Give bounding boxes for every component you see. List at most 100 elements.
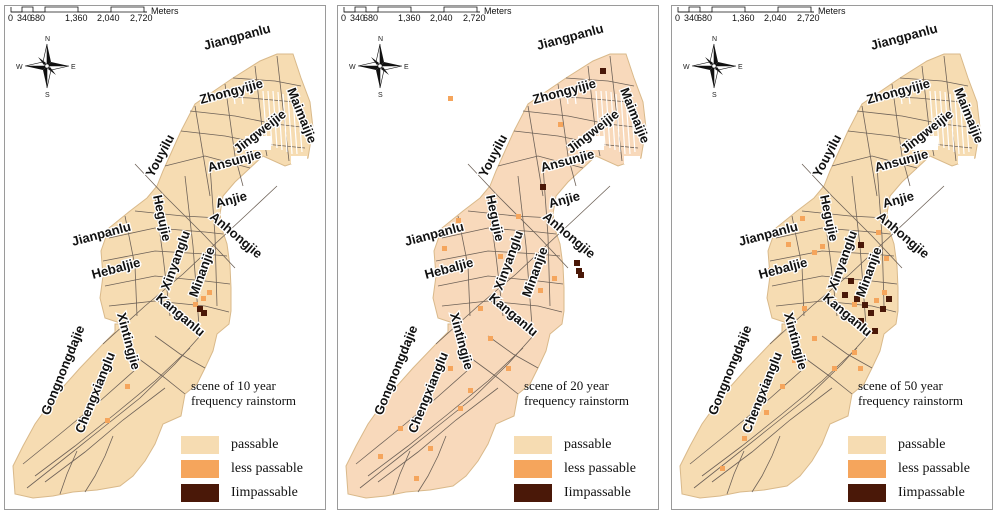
scenario-caption: scene of 20 year frequency rainstorm <box>524 378 629 408</box>
less-passable-cell <box>488 336 493 341</box>
legend-swatch-passable <box>181 435 219 454</box>
legend-row-passable: passable <box>514 434 636 455</box>
less-passable-cell <box>800 216 805 221</box>
less-passable-cell <box>790 264 795 269</box>
legend-row-less-passable: less passable <box>848 458 970 479</box>
less-passable-cell <box>414 476 419 481</box>
impassable-cell <box>872 328 878 334</box>
street-blocks <box>565 87 640 164</box>
legend-row-passable: passable <box>181 434 303 455</box>
legend-row-less-passable: less passable <box>181 458 303 479</box>
impassable-cell <box>858 318 864 324</box>
impassable-cell <box>868 310 874 316</box>
less-passable-cell <box>842 310 847 315</box>
inundation-cells <box>720 216 892 471</box>
impassable-cell <box>886 296 892 302</box>
less-passable-cell <box>428 446 433 451</box>
legend-label-impassable: Iimpassable <box>564 484 631 500</box>
less-passable-cell <box>468 388 473 393</box>
compass-w-label: W <box>683 64 690 71</box>
less-passable-cell <box>786 242 791 247</box>
less-passable-cell <box>125 384 130 389</box>
inundation-cells <box>378 68 606 481</box>
north-arrow-icon: N S E W <box>16 36 76 99</box>
less-passable-cell <box>456 218 461 223</box>
less-passable-cell <box>768 268 773 273</box>
less-passable-cell <box>201 296 206 301</box>
less-passable-cell <box>558 122 563 127</box>
less-passable-cell <box>742 436 747 441</box>
scale-tick-label: 2,720 <box>797 13 820 22</box>
legend-label-impassable: Iimpassable <box>231 484 298 500</box>
less-passable-cell <box>792 358 797 363</box>
impassable-cell <box>201 310 207 316</box>
less-passable-cell <box>876 230 881 235</box>
scale-tick-label: 1,360 <box>65 13 88 22</box>
less-passable-cell <box>720 466 725 471</box>
street-label: Jiangpanlu <box>535 21 605 53</box>
map-svg: N S E W Jiangpanlu Zhongyijie Maimaijie … <box>679 19 988 499</box>
less-passable-cell <box>193 302 198 307</box>
less-passable-cell <box>478 306 483 311</box>
less-passable-cell <box>874 298 879 303</box>
legend-label-impassable: Iimpassable <box>898 484 965 500</box>
scenario-caption: scene of 10 year frequency rainstorm <box>191 378 296 408</box>
scenario-caption-line2: frequency rainstorm <box>858 393 964 408</box>
legend-row-less-passable: less passable <box>514 458 636 479</box>
less-passable-cell <box>538 288 543 293</box>
scale-unit-label: Meters <box>151 6 179 16</box>
less-passable-cell <box>820 244 825 249</box>
scale-tick-label: 2,040 <box>97 13 120 22</box>
legend-label-less-passable: less passable <box>898 460 970 476</box>
legend-swatch-passable <box>848 435 886 454</box>
impassable-cell <box>862 302 868 308</box>
less-passable-cell <box>852 350 857 355</box>
street-blocks <box>232 87 307 164</box>
less-passable-cell <box>832 366 837 371</box>
inundation-cells <box>105 290 212 423</box>
legend: passable less passable Iimpassable <box>848 434 970 506</box>
legend-swatch-less-passable <box>514 459 552 478</box>
less-passable-cell <box>458 406 463 411</box>
legend-swatch-less-passable <box>181 459 219 478</box>
legend-label-passable: passable <box>564 436 612 452</box>
less-passable-cell <box>448 96 453 101</box>
street-label: Jiangpanlu <box>869 21 939 53</box>
compass-s-label: S <box>45 92 50 99</box>
scale-tick-label: 680 <box>30 13 45 22</box>
legend-label-passable: passable <box>898 436 946 452</box>
less-passable-cell <box>552 276 557 281</box>
compass-n-label: N <box>712 36 717 43</box>
less-passable-cell <box>490 220 495 225</box>
less-passable-cell <box>812 336 817 341</box>
legend-label-passable: passable <box>231 436 279 452</box>
less-passable-cell <box>802 306 807 311</box>
scale-bar: 0 340 680 1,360 2,040 2,720 Meters <box>675 6 846 22</box>
less-passable-cell <box>780 384 785 389</box>
scale-tick-label: 0 <box>341 13 346 22</box>
scale-tick-label: 0 <box>8 13 13 22</box>
impassable-cell <box>574 260 580 266</box>
scale-tick-label: 2,720 <box>130 13 153 22</box>
legend: passable less passable Iimpassable <box>514 434 636 506</box>
scale-tick-label: 1,360 <box>398 13 421 22</box>
legend-label-less-passable: less passable <box>564 460 636 476</box>
map-panel-50-year: N S E W Jiangpanlu Zhongyijie Maimaijie … <box>671 5 993 510</box>
scale-tick-label: 2,040 <box>764 13 787 22</box>
scale-tick-label: 340 <box>17 13 32 22</box>
scale-unit-label: Meters <box>484 6 512 16</box>
scale-tick-label: 2,720 <box>463 13 486 22</box>
less-passable-cell <box>882 290 887 295</box>
scale-tick-label: 340 <box>350 13 365 22</box>
scenario-caption-line1: scene of 20 year <box>524 378 609 393</box>
less-passable-cell <box>442 246 447 251</box>
map-panel-10-year: N S E W Jiangpanlu Zhongyijie Maimaijie … <box>4 5 326 510</box>
scenario-caption-line2: frequency rainstorm <box>524 393 630 408</box>
compass-w-label: W <box>16 64 23 71</box>
less-passable-cell <box>448 366 453 371</box>
less-passable-cell <box>884 256 889 261</box>
less-passable-cell <box>105 418 110 423</box>
compass-s-label: S <box>712 92 717 99</box>
compass-s-label: S <box>378 92 383 99</box>
less-passable-cell <box>516 214 521 219</box>
